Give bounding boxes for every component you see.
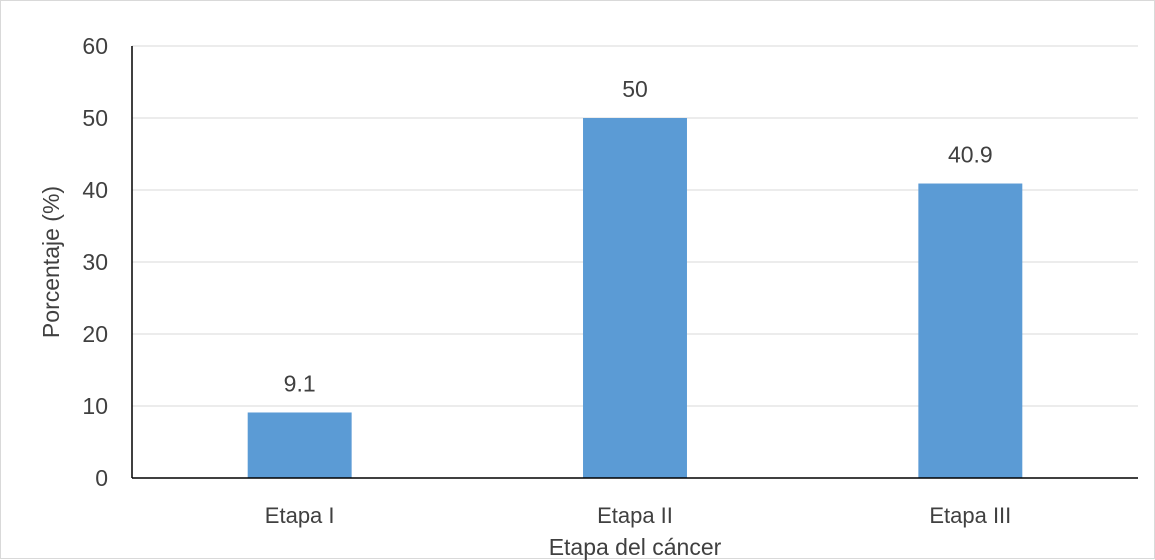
bar [583, 118, 687, 478]
bars [247, 118, 1023, 478]
y-tick-label: 30 [82, 249, 108, 275]
data-label: 40.9 [948, 142, 993, 168]
x-category-label: Etapa III [929, 503, 1011, 528]
x-axis-title: Etapa del cáncer [549, 534, 722, 560]
y-tick-labels: 0 10 20 30 40 50 60 [82, 33, 108, 491]
bar [247, 412, 352, 478]
x-category-label: Etapa I [265, 503, 335, 528]
x-category-label: Etapa II [597, 503, 673, 528]
bar [918, 183, 1023, 478]
y-tick-label: 0 [95, 465, 108, 491]
y-tick-label: 20 [82, 321, 108, 347]
x-category-labels: Etapa I Etapa II Etapa III [265, 503, 1012, 528]
data-label: 9.1 [284, 370, 316, 396]
axes [131, 46, 1138, 479]
y-tick-label: 40 [82, 177, 108, 203]
data-label: 50 [622, 76, 648, 102]
y-tick-label: 50 [82, 105, 108, 131]
y-axis-title: Porcentaje (%) [38, 186, 64, 338]
y-tick-label: 10 [82, 393, 108, 419]
y-tick-label: 60 [82, 33, 108, 59]
data-labels: 9.1 50 40.9 [284, 76, 993, 396]
